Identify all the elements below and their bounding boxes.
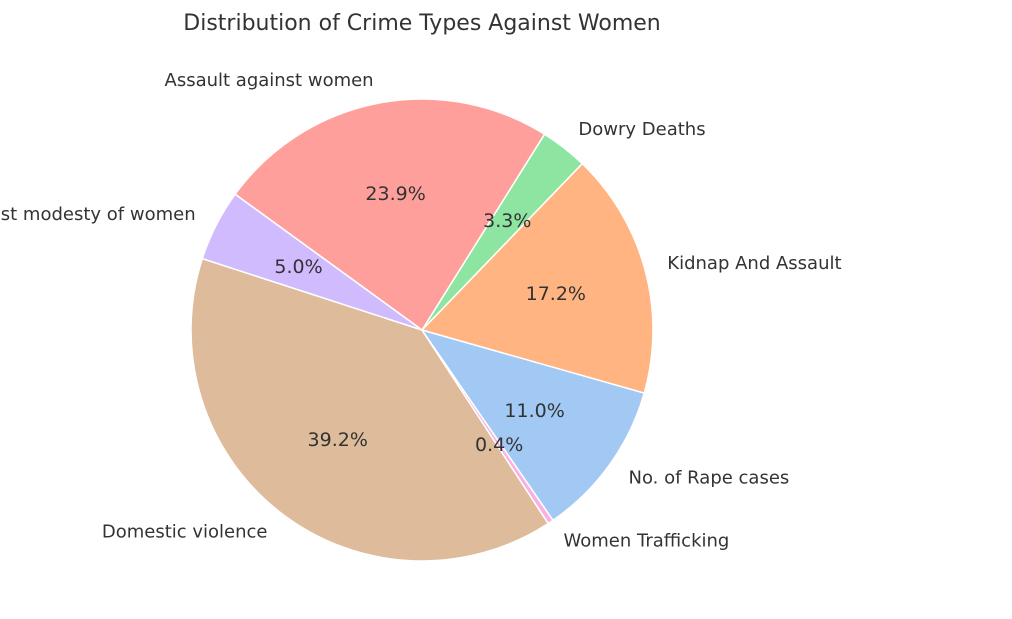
- slice-label-domestic-violence: Domestic violence: [102, 521, 268, 542]
- slice-label-kidnap-and-assault: Kidnap And Assault: [667, 253, 841, 274]
- pct-label-women-trafficking: 0.4%: [475, 434, 523, 456]
- slice-label-assault-against-women: Assault against women: [165, 70, 374, 91]
- slice-label-women-trafficking: Women Trafficking: [564, 531, 730, 552]
- slice-label-no-of-rape-cases: No. of Rape cases: [629, 468, 790, 489]
- slice-label-assault-against-modesty-of-women: Assault against modesty of women: [0, 204, 196, 225]
- pct-label-kidnap-and-assault: 17.2%: [526, 283, 586, 305]
- pie-labels: 39.2% Domestic violence 0.4% Women Traffick…: [0, 70, 842, 551]
- pct-label-domestic-violence: 39.2%: [308, 429, 368, 451]
- pie-slices: [190, 98, 654, 562]
- chart-title: Distribution of Crime Types Against Wome…: [183, 11, 660, 36]
- pct-label-dowry-deaths: 3.3%: [483, 210, 531, 232]
- pie-slice-kidnap-and-assault: [420, 162, 654, 394]
- pct-label-assault-against-modesty-of-women: 5.0%: [274, 256, 322, 278]
- pie-slice-assault-against-modesty-of-women: [201, 193, 423, 331]
- pct-label-assault-against-women: 23.9%: [365, 183, 425, 205]
- pct-label-no-of-rape-cases: 11.0%: [504, 400, 564, 422]
- slice-label-dowry-deaths: Dowry Deaths: [578, 119, 705, 140]
- pie-slice-assault-against-women: [234, 98, 546, 332]
- pie-slice-domestic-violence: [190, 257, 550, 562]
